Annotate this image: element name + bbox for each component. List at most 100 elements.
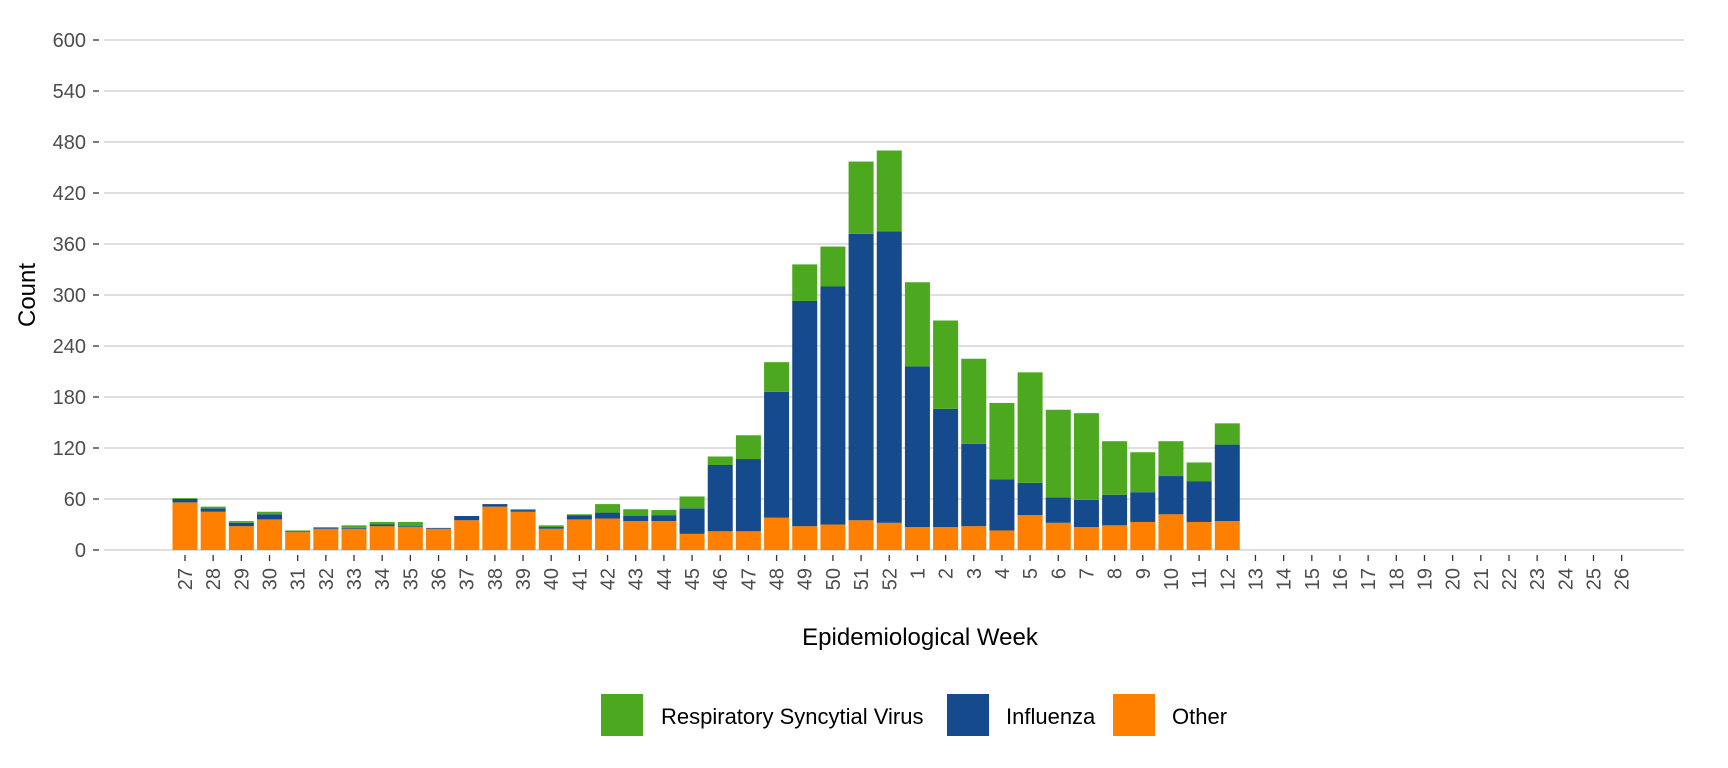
bar-influenza-week-44 [651,515,677,522]
x-tick-label: 45 [682,568,704,590]
x-tick-label: 21 [1471,568,1493,590]
x-tick-label: 23 [1527,568,1549,590]
x-tick-label: 12 [1217,568,1239,590]
x-axis-title: Epidemiological Week [802,624,1039,651]
x-tick-label: 39 [513,568,535,590]
x-tick-label: 14 [1274,568,1296,590]
x-tick-label: 16 [1330,568,1352,590]
bar-respiratory-syncytial-virus-week-47 [735,435,761,460]
bar-other-week-3 [961,526,987,550]
x-tick-label: 49 [795,568,817,590]
bar-influenza-week-8 [1102,494,1128,526]
bar-respiratory-syncytial-virus-week-30 [257,511,283,515]
bar-other-week-9 [1130,521,1156,550]
bar-other-week-11 [1186,521,1212,550]
bar-influenza-week-30 [257,514,283,520]
bar-influenza-week-45 [679,508,705,534]
bar-respiratory-syncytial-virus-week-48 [764,362,790,392]
bar-influenza-week-3 [961,443,987,527]
bar-other-week-47 [735,531,761,550]
bar-respiratory-syncytial-virus-week-44 [651,510,677,516]
bar-other-week-31 [285,532,311,550]
y-tick-label: 360 [53,234,86,256]
x-tick-label: 47 [738,568,760,590]
bar-respiratory-syncytial-virus-week-46 [707,456,733,465]
bar-influenza-week-36 [426,527,452,529]
y-tick-label: 0 [75,540,86,562]
x-tick-label: 29 [231,568,253,590]
bar-influenza-week-43 [623,516,649,522]
x-tick-label: 38 [485,568,507,590]
x-tick-label: 11 [1189,568,1211,589]
bar-other-week-38 [482,506,508,550]
x-tick-label: 15 [1302,568,1324,590]
y-tick-label: 180 [53,387,86,409]
bar-influenza-week-37 [454,516,480,521]
y-tick-label: 60 [64,489,86,511]
bar-influenza-week-5 [1017,482,1043,516]
x-tick-label: 7 [1076,568,1098,579]
bar-other-week-7 [1073,527,1099,550]
y-tick-label: 300 [53,285,86,307]
bar-other-week-10 [1158,514,1184,550]
bar-respiratory-syncytial-virus-week-28 [200,506,226,509]
bar-influenza-week-50 [820,286,846,525]
bar-respiratory-syncytial-virus-week-5 [1017,372,1043,483]
y-tick-label: 120 [53,438,86,460]
bar-respiratory-syncytial-virus-week-7 [1073,413,1099,500]
bar-other-week-34 [369,526,395,550]
bar-influenza-week-1 [904,366,930,528]
x-tick-label: 24 [1555,568,1577,590]
x-tick-label: 41 [569,568,591,590]
bar-respiratory-syncytial-virus-week-8 [1102,441,1128,495]
bar-respiratory-syncytial-virus-week-27 [172,498,198,499]
bar-other-week-50 [820,524,846,550]
x-tick-label: 28 [203,568,225,590]
x-tick-label: 25 [1584,568,1606,590]
x-tick-label: 13 [1245,568,1267,590]
bar-influenza-week-10 [1158,476,1184,515]
x-tick-label: 35 [400,568,422,590]
bar-respiratory-syncytial-virus-week-52 [876,150,902,232]
bar-respiratory-syncytial-virus-week-12 [1214,423,1240,445]
bar-other-week-45 [679,533,705,550]
legend-label-other: Other [1172,704,1227,729]
bar-influenza-week-12 [1214,444,1240,522]
bar-respiratory-syncytial-virus-week-10 [1158,441,1184,477]
bar-influenza-week-7 [1073,499,1099,528]
bar-other-week-12 [1214,521,1240,550]
bar-other-week-32 [313,528,339,550]
bar-respiratory-syncytial-virus-week-50 [820,246,846,287]
bar-respiratory-syncytial-virus-week-51 [848,161,874,234]
bar-respiratory-syncytial-virus-week-3 [961,358,987,444]
bar-respiratory-syncytial-virus-week-2 [933,320,959,409]
x-tick-label: 18 [1386,568,1408,590]
x-tick-label: 20 [1443,568,1465,590]
bars [172,150,1240,550]
bar-respiratory-syncytial-virus-week-11 [1186,462,1212,482]
bar-other-week-49 [792,526,818,550]
x-tick-label: 32 [316,568,338,590]
bar-respiratory-syncytial-virus-week-32 [313,527,339,528]
x-tick-label: 9 [1133,568,1155,579]
bar-respiratory-syncytial-virus-week-41 [566,514,592,516]
x-tick-label: 40 [541,568,563,590]
bar-influenza-week-33 [341,527,367,529]
bar-other-week-30 [257,519,283,550]
x-tick-label: 48 [767,568,789,590]
bar-other-week-51 [848,520,874,550]
x-tick-label: 46 [710,568,732,590]
bar-other-week-41 [566,519,592,550]
bar-influenza-week-41 [566,515,592,520]
bar-other-week-52 [876,522,902,550]
bar-other-week-4 [989,530,1015,550]
x-tick-label: 6 [1048,568,1070,579]
x-tick-label: 1 [907,568,929,579]
x-tick-label: 30 [260,568,282,590]
bar-other-week-42 [595,518,621,550]
x-tick-label: 37 [457,568,479,590]
y-tick-label: 240 [53,336,86,358]
y-tick-label: 420 [53,183,86,205]
x-tick-label: 27 [175,568,197,590]
